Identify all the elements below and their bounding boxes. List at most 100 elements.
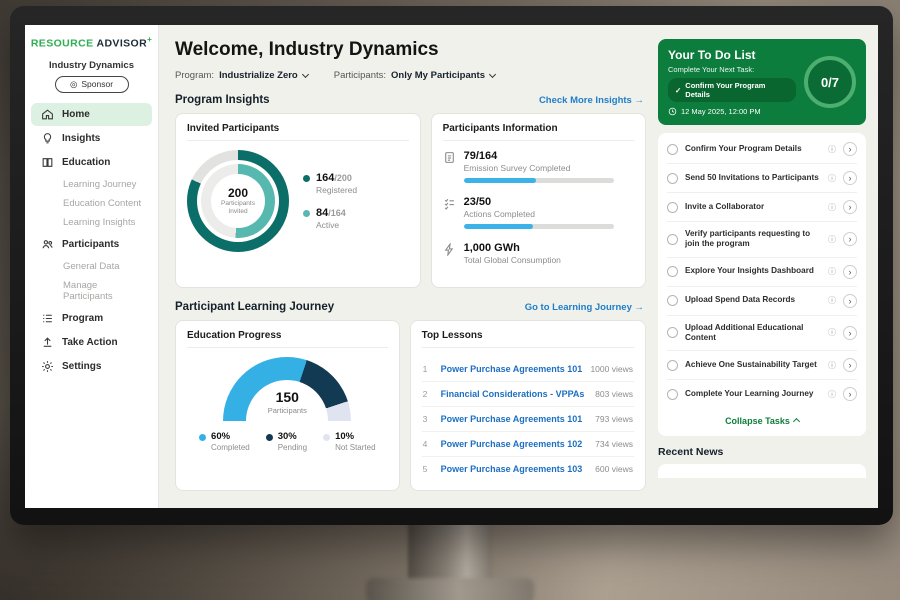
task-row[interactable]: Achieve One Sustainability Target ⓘ › bbox=[667, 351, 857, 380]
stat-actions-completed: 23/50 Actions Completed bbox=[443, 196, 634, 229]
task-row[interactable]: Explore Your Insights Dashboard ⓘ › bbox=[667, 258, 857, 287]
stat-label: Emission Survey Completed bbox=[463, 163, 571, 173]
task-row[interactable]: Upload Additional Educational Content ⓘ … bbox=[667, 316, 857, 351]
chevron-right-icon[interactable]: › bbox=[843, 293, 857, 308]
chevron-right-icon[interactable]: › bbox=[843, 325, 857, 340]
sidebar-subitem-label: Education Content bbox=[63, 197, 142, 209]
todo-progress-ring: 0/7 bbox=[804, 56, 856, 108]
program-filter-value[interactable]: Industrialize Zero bbox=[219, 70, 298, 81]
sidebar-item-general-data[interactable]: General Data bbox=[25, 257, 158, 276]
gauge-center-value: 150 bbox=[275, 389, 299, 405]
progress-bar bbox=[463, 178, 614, 183]
go-to-learning-journey-link[interactable]: Go to Learning Journey → bbox=[525, 302, 644, 313]
lesson-link[interactable]: Power Purchase Agreements 101 bbox=[440, 364, 583, 374]
chevron-right-icon[interactable]: › bbox=[843, 232, 857, 247]
task-label[interactable]: Upload Spend Data Records bbox=[685, 295, 796, 305]
sidebar-item-label: Program bbox=[62, 312, 104, 324]
task-row[interactable]: Upload Spend Data Records ⓘ › bbox=[667, 287, 857, 316]
task-label[interactable]: Invite a Collaborator bbox=[685, 201, 765, 211]
legend-not-started: 10% Not Started bbox=[323, 431, 376, 452]
lesson-row: 2 Financial Considerations - VPPAs 803 v… bbox=[421, 382, 634, 407]
check-more-insights-link[interactable]: Check More Insights → bbox=[539, 95, 644, 106]
lesson-row: 3 Power Purchase Agreements 101 793 view… bbox=[421, 407, 634, 432]
sidebar-item-education-content[interactable]: Education Content bbox=[25, 194, 158, 213]
arrow-right-icon: → bbox=[634, 94, 645, 106]
people-icon bbox=[41, 238, 54, 251]
chevron-glyph: › bbox=[848, 234, 852, 245]
lesson-rank: 2 bbox=[422, 389, 428, 399]
chevron-right-icon[interactable]: › bbox=[843, 358, 857, 372]
participants-filter-label: Participants: bbox=[333, 70, 387, 81]
monitor-stand-neck bbox=[408, 520, 492, 582]
task-checkbox[interactable] bbox=[667, 295, 678, 306]
task-row[interactable]: Send 50 Invitations to Participants ⓘ › bbox=[667, 164, 857, 193]
chevron-right-icon[interactable]: › bbox=[843, 200, 857, 214]
lesson-link[interactable]: Power Purchase Agreements 101 bbox=[440, 414, 583, 424]
gauge-center-label: Participants bbox=[267, 406, 307, 415]
task-row[interactable]: Invite a Collaborator ⓘ › bbox=[667, 193, 857, 222]
chevron-glyph: › bbox=[848, 202, 852, 212]
info-icon: ⓘ bbox=[828, 173, 836, 183]
task-row[interactable]: Verify participants requesting to join t… bbox=[667, 222, 857, 258]
sidebar-item-participants[interactable]: Participants bbox=[31, 233, 152, 256]
task-label[interactable]: Send 50 Invitations to Participants bbox=[685, 172, 819, 182]
task-checkbox[interactable] bbox=[667, 359, 678, 371]
todo-progress-value: 0/7 bbox=[820, 74, 840, 90]
main-column: Welcome, Industry Dynamics Program: Indu… bbox=[159, 25, 656, 508]
donut-legend: 164/200 Registered 84/164 Active bbox=[303, 172, 357, 230]
chevron-down-icon[interactable] bbox=[301, 70, 309, 78]
participants-filter[interactable]: Participants: Only My Participants bbox=[333, 70, 497, 81]
recent-news-title: Recent News bbox=[658, 446, 724, 458]
program-filter[interactable]: Program: Industrialize Zero bbox=[175, 70, 309, 81]
sidebar-item-home[interactable]: Home bbox=[31, 102, 152, 126]
task-label[interactable]: Confirm Your Program Details bbox=[685, 143, 802, 153]
donut-chart: 200 Participants Invited bbox=[187, 150, 289, 252]
task-checkbox[interactable] bbox=[667, 233, 678, 245]
chevron-glyph: › bbox=[848, 389, 852, 399]
due-date-row: 12 May 2025, 12:00 PM bbox=[668, 107, 796, 116]
sidebar-item-learning-journey[interactable]: Learning Journey bbox=[25, 175, 158, 194]
chevron-right-icon[interactable]: › bbox=[843, 142, 857, 156]
task-label[interactable]: Achieve One Sustainability Target bbox=[685, 359, 817, 369]
chevron-right-icon[interactable]: › bbox=[843, 171, 857, 185]
chevron-right-icon[interactable]: › bbox=[843, 264, 857, 279]
book-icon bbox=[41, 156, 54, 169]
lesson-link[interactable]: Financial Considerations - VPPAs bbox=[440, 389, 585, 399]
task-checkbox[interactable] bbox=[667, 143, 678, 155]
task-checkbox[interactable] bbox=[667, 388, 678, 400]
sidebar-item-program[interactable]: Program bbox=[31, 307, 152, 330]
legend-total: /164 bbox=[328, 208, 346, 218]
lesson-views: 803 views bbox=[595, 389, 633, 399]
lesson-link[interactable]: Power Purchase Agreements 103 bbox=[440, 464, 583, 474]
task-checkbox[interactable] bbox=[667, 201, 678, 213]
brand-plus: + bbox=[147, 35, 153, 44]
task-row[interactable]: Complete Your Learning Journey ⓘ › bbox=[667, 380, 857, 408]
legend-active: 84/164 Active bbox=[303, 207, 357, 230]
lesson-link[interactable]: Power Purchase Agreements 102 bbox=[440, 439, 583, 449]
brand-secondary: ADVISOR bbox=[96, 37, 148, 50]
sidebar-item-settings[interactable]: Settings bbox=[31, 355, 152, 378]
sidebar-item-insights[interactable]: Insights bbox=[31, 127, 152, 150]
sidebar-item-learning-insights[interactable]: Learning Insights bbox=[25, 213, 158, 232]
chevron-down-icon[interactable] bbox=[488, 70, 497, 78]
sidebar-item-manage-participants[interactable]: Manage Participants bbox=[25, 276, 158, 306]
task-checkbox[interactable] bbox=[667, 266, 678, 277]
task-label[interactable]: Verify participants requesting to join t… bbox=[685, 229, 811, 249]
chevron-right-icon[interactable]: › bbox=[843, 387, 857, 401]
legend-dot bbox=[199, 434, 207, 441]
task-label[interactable]: Complete Your Learning Journey bbox=[685, 388, 814, 398]
sidebar-item-take-action[interactable]: Take Action bbox=[31, 331, 152, 354]
participants-filter-value[interactable]: Only My Participants bbox=[391, 70, 485, 81]
task-label[interactable]: Explore Your Insights Dashboard bbox=[685, 266, 814, 276]
collapse-tasks-link[interactable]: Collapse Tasks bbox=[667, 408, 857, 432]
next-task-pill[interactable]: ✓ Confirm Your Program Details bbox=[668, 78, 796, 102]
task-row[interactable]: Confirm Your Program Details ⓘ › bbox=[667, 135, 857, 164]
legend-label: Active bbox=[316, 220, 340, 230]
task-checkbox[interactable] bbox=[667, 172, 678, 184]
task-checkbox[interactable] bbox=[667, 327, 678, 339]
sponsor-badge[interactable]: ◎ Sponsor bbox=[54, 75, 129, 93]
org-name: Industry Dynamics bbox=[49, 59, 134, 71]
sidebar-item-label: Home bbox=[62, 108, 90, 120]
task-label[interactable]: Upload Additional Educational Content bbox=[685, 322, 804, 342]
sidebar-item-education[interactable]: Education bbox=[31, 151, 152, 174]
